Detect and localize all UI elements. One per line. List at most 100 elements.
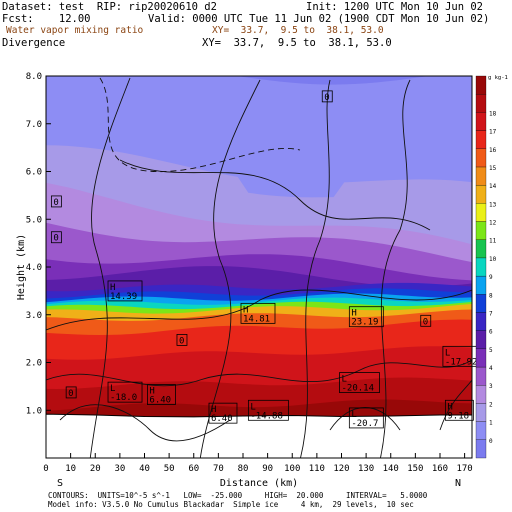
low-label-1-marker: L	[250, 402, 255, 412]
contour-field-xy: XY= 33.7, 9.5 to 38.1, 53.0	[202, 37, 392, 49]
high-label-0-value: 14.39	[110, 292, 137, 302]
colorbar-label-5: 5	[489, 347, 493, 354]
colorbar-swatch-10	[475, 257, 487, 277]
fcst-line: Fcst: 12.00	[2, 13, 91, 25]
x-tick-label-60: 60	[188, 464, 199, 474]
high-label-1-box	[240, 302, 276, 324]
colorbar-swatch-17	[475, 130, 487, 149]
colorbar-swatch-7	[475, 312, 487, 331]
contour-line-8	[439, 379, 472, 431]
zero-label-1: 0	[53, 198, 58, 208]
zero-label-3-box	[176, 333, 188, 346]
dataset-line: Dataset: test RIP: rip20020610 d2	[2, 1, 217, 13]
colorbar-swatch-19	[475, 94, 487, 113]
x-tick-label-20: 20	[90, 464, 101, 474]
x-tick-label-110: 110	[309, 464, 325, 474]
direction-south: S	[57, 478, 63, 489]
low-label-2-box	[339, 372, 380, 394]
low-label-0-value: -18.0	[110, 393, 137, 403]
low-label-0-box	[107, 381, 143, 403]
contour-line-0	[89, 77, 131, 458]
colorbar-label-8: 8	[489, 292, 493, 299]
zero-label-3: 0	[179, 336, 184, 346]
high-label-3-marker: H	[149, 387, 154, 397]
colorbar-label-7: 7	[489, 310, 493, 317]
colorbar-swatch-9	[475, 275, 487, 295]
colorbar-swatch-6	[475, 330, 487, 350]
colorbar-label-4: 4	[489, 365, 493, 372]
colorbar-label-17: 17	[489, 129, 497, 136]
y-tick-label-6: 6.0	[26, 168, 42, 178]
contour-line-1	[199, 79, 261, 458]
low-label-4-value: -17.92	[445, 357, 478, 367]
zero-label-4-box	[65, 386, 77, 399]
y-tick-label-4: 4.0	[26, 263, 42, 273]
colorbar-label-12: 12	[489, 220, 497, 227]
colorbar-swatch-12	[475, 221, 487, 240]
high-label-1-value: 14.81	[243, 314, 270, 324]
colorbar-label-14: 14	[489, 183, 497, 190]
x-tick-label-30: 30	[114, 464, 125, 474]
low-label-2-value: -20.14	[341, 384, 374, 394]
low-label-3-marker: L	[351, 410, 356, 420]
colorbar-swatch-16	[475, 148, 487, 168]
contour-line-6	[59, 404, 231, 442]
colorbar-swatch-3	[475, 385, 487, 404]
colorbar-label-3: 3	[489, 383, 493, 390]
high-label-3-value: 6.40	[149, 396, 171, 406]
zero-label-5-box	[420, 314, 432, 327]
high-label-4-box	[208, 402, 238, 424]
x-tick-label-130: 130	[358, 464, 374, 474]
x-tick-label-40: 40	[139, 464, 150, 474]
contour-line-negative	[99, 77, 301, 172]
contour-line-5	[46, 359, 472, 387]
shaded-field-xy: XY= 33.7, 9.5 to 38.1, 53.0	[212, 25, 384, 36]
init-line: Init: 1200 UTC Mon 10 Jun 02	[306, 1, 484, 13]
high-label-5-value: 9.18	[447, 411, 469, 421]
colorbar-swatch-13	[475, 203, 487, 222]
x-tick-label-140: 140	[383, 464, 399, 474]
colorbar-label-6: 6	[489, 329, 493, 336]
low-label-4-marker: L	[445, 348, 450, 358]
high-label-3-box	[147, 384, 176, 405]
x-tick-label-150: 150	[407, 464, 423, 474]
model-info: Model info: V3.5.0 No Cumulus Blackadar …	[48, 500, 414, 509]
colorbar-unit: g kg-1	[488, 75, 508, 81]
high-label-4-marker: H	[211, 405, 216, 415]
y-tick-label-7: 7.0	[26, 120, 42, 130]
valid-line: Valid: 0000 UTC Tue 11 Jun 02 (1900 CDT …	[148, 13, 490, 25]
colorbar-swatch-14	[475, 184, 487, 204]
colorbar-label-16: 16	[489, 147, 497, 154]
low-label-1-value: -14.88	[250, 411, 283, 421]
high-label-2-box	[348, 306, 384, 328]
contour-line-9	[119, 159, 431, 231]
contour-field-label: Divergence	[2, 37, 66, 49]
low-label-1-box	[247, 399, 289, 421]
colorbar-swatch-18	[475, 112, 487, 131]
zero-label-2: 0	[53, 234, 58, 244]
y-tick-label-3: 3.0	[26, 311, 42, 321]
direction-north: N	[455, 478, 461, 489]
colorbar-label-18: 18	[489, 110, 497, 117]
zero-label-4: 0	[68, 389, 73, 399]
y-tick-label-1: 1.0	[26, 406, 42, 416]
colorbar-label-9: 9	[489, 274, 493, 281]
colorbar-swatch-20	[475, 75, 487, 95]
x-tick-label-160: 160	[432, 464, 448, 474]
colorbar-label-10: 10	[489, 256, 497, 263]
y-axis-label: Height (km)	[16, 234, 27, 300]
colorbar-label-2: 2	[489, 401, 493, 408]
x-tick-label-70: 70	[213, 464, 224, 474]
high-label-2-marker: H	[351, 309, 356, 319]
contour-line-3	[379, 79, 411, 458]
y-tick-label-2: 2.0	[26, 359, 42, 369]
contour-line-2	[299, 79, 331, 458]
contour-line-4	[46, 289, 472, 331]
high-label-0-marker: H	[110, 283, 115, 293]
colorbar-label-13: 13	[489, 201, 497, 208]
high-label-1-marker: H	[243, 305, 248, 315]
colorbar-swatch-0	[475, 439, 487, 459]
colorbar-label-1: 1	[489, 420, 493, 427]
colorbar-label-15: 15	[489, 165, 497, 172]
